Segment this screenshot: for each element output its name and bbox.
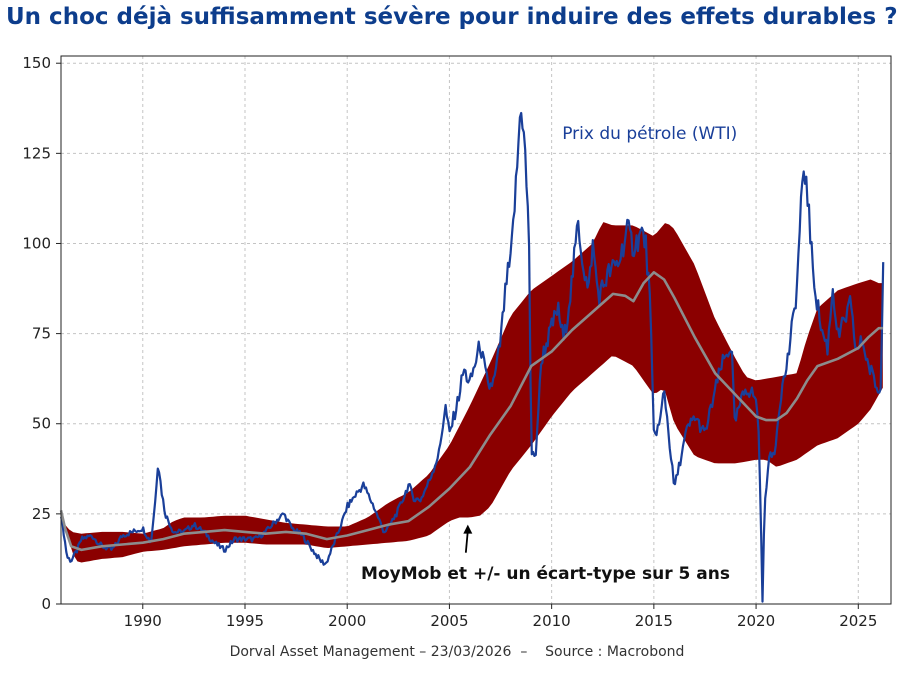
tick-layer: 0 25 50 75 100 125 150 1990 1995 2000 2005 2010 2015… [22,54,877,630]
chart-footer-source: Dorval Asset Management – 23/03/2026 – S… [229,644,685,660]
std-dev-band [61,222,883,563]
x-tick-label: 1990 [124,612,162,630]
y-tick-label: 0 [41,595,51,613]
line-layer [59,111,885,603]
x-tick-label: 2025 [839,612,877,630]
x-tick-label: 2005 [430,612,468,630]
x-tick-label: 2010 [533,612,571,630]
y-tick-label: 50 [32,415,51,433]
moving-average-line [59,270,883,552]
x-tick-label: 2000 [328,612,366,630]
wti-price-line [59,111,885,603]
y-tick-label: 25 [32,505,51,523]
x-tick-label: 1995 [226,612,264,630]
moymob-annotation-arrow [464,530,469,553]
moymob-band-label: MoyMob et +/- un écart-type sur 5 ans [361,564,730,584]
plot-frame [60,55,892,605]
x-tick-label: 2020 [737,612,775,630]
wti-series-label: Prix du pétrole (WTI) [562,124,737,144]
chart-title: Un choc déjà suffisamment sévère pour in… [6,4,898,30]
annotation-layer: Prix du pétrole (WTI) MoyMob et +/- un é… [361,124,737,584]
moymob-annotation-arrowhead [463,524,473,534]
y-tick-label: 75 [32,325,51,343]
y-tick-label: 125 [22,144,51,162]
x-tick-label: 2015 [635,612,673,630]
band-layer [61,222,883,563]
y-tick-label: 100 [22,234,51,252]
y-tick-label: 150 [22,54,51,72]
